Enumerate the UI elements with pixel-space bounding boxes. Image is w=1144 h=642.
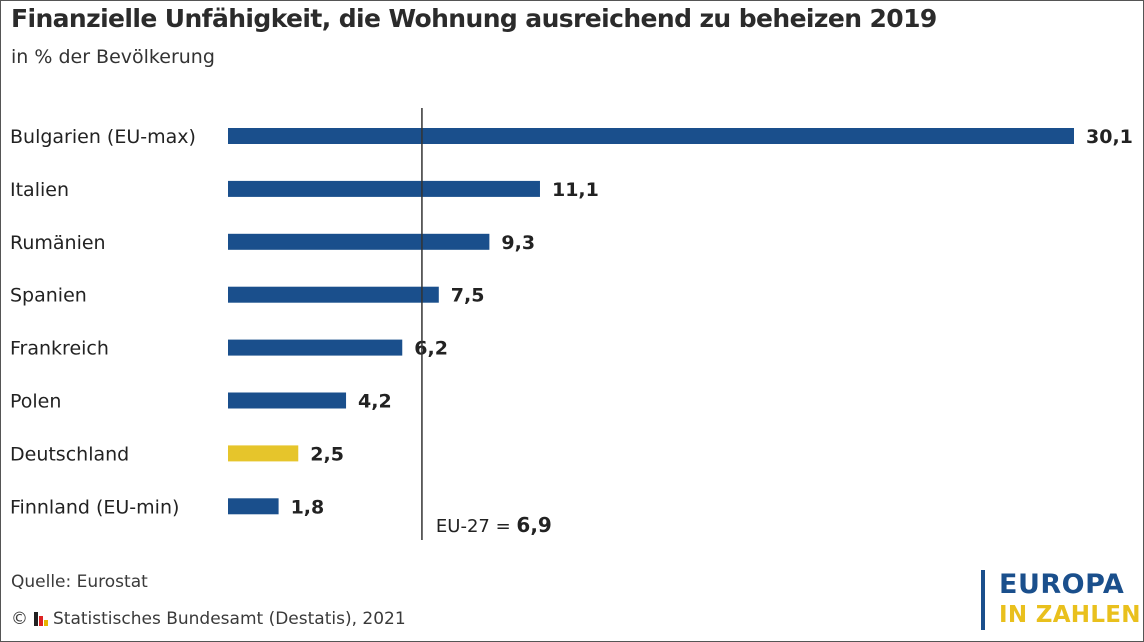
chart-subtitle: in % der Bevölkerung: [11, 46, 215, 68]
source-note: Quelle: Eurostat: [11, 572, 148, 592]
value-label: 7,5: [451, 285, 485, 307]
bar: [228, 180, 540, 197]
bar: [228, 445, 299, 462]
eu27-reference-label: EU-27 = 6,9: [436, 513, 552, 537]
copyright-text: Statistisches Bundesamt (Destatis), 2021: [53, 609, 406, 629]
value-label: 11,1: [552, 179, 599, 201]
eu27-label-value: 6,9: [516, 513, 551, 537]
europa-in-zahlen-logo: EUROPA IN ZAHLEN: [981, 570, 1141, 630]
category-label: Spanien: [10, 285, 87, 307]
category-label: Bulgarien (EU-max): [10, 126, 196, 148]
category-label: Rumänien: [10, 232, 106, 254]
bar: [228, 233, 490, 250]
value-label: 9,3: [501, 232, 535, 254]
category-label: Polen: [10, 391, 61, 413]
chart-title: Finanzielle Unfähigkeit, die Wohnung aus…: [11, 4, 937, 33]
value-label: 1,8: [291, 496, 325, 518]
bar: [228, 339, 403, 356]
category-label: Deutschland: [10, 443, 129, 465]
copyright-symbol: ©: [11, 609, 28, 629]
bar-chart: Bulgarien (EU-max) 30,1 Italien 11,1 Rumänie…: [10, 108, 1133, 540]
bar: [228, 286, 439, 303]
eu27-label-prefix: EU-27 =: [436, 516, 516, 537]
destatis-logo-icon: [34, 612, 48, 626]
bar: [228, 392, 347, 409]
value-label: 4,2: [358, 391, 392, 413]
category-label: Finnland (EU-min): [10, 496, 179, 518]
bar: [228, 128, 1074, 144]
brand-line2: IN ZAHLEN: [999, 602, 1141, 628]
bar: [228, 498, 279, 515]
category-label: Italien: [10, 179, 69, 201]
value-label: 30,1: [1086, 126, 1133, 148]
value-label: 6,2: [414, 338, 448, 360]
value-label: 2,5: [310, 443, 344, 465]
brand-line1: EUROPA: [999, 569, 1125, 600]
category-label: Frankreich: [10, 338, 109, 360]
copyright-note: © Statistisches Bundesamt (Destatis), 20…: [11, 609, 406, 629]
